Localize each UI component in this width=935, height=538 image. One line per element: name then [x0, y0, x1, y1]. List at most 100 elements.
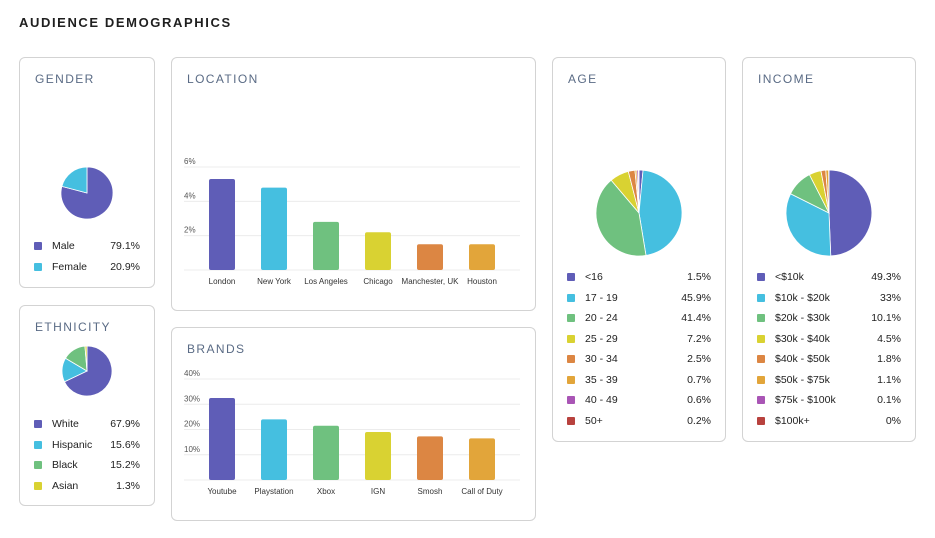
legend-label: 30 - 34: [585, 353, 618, 366]
bar-youtube: [209, 397, 235, 480]
legend-swatch: [34, 262, 42, 271]
ethnicity-legend-item: White 67.9%: [34, 414, 140, 435]
bar-smosh: [417, 436, 443, 480]
legend-label: $20k - $30k: [775, 312, 830, 325]
age-legend-item: 50+ 0.2%: [567, 411, 711, 432]
legend-value: 15.6%: [110, 438, 140, 451]
gender-card: GENDER Male 79.1% Female 20.9%: [19, 57, 155, 288]
x-category-label: Call of Duty: [461, 487, 502, 496]
legend-swatch: [757, 334, 765, 343]
legend-label: White: [52, 418, 79, 431]
age-title: AGE: [568, 72, 598, 86]
legend-swatch: [34, 461, 42, 470]
x-category-label: Smosh: [418, 487, 443, 496]
legend-label: 17 - 19: [585, 291, 618, 304]
brands-bar-chart: 10% 20% 30% 40% Youtube Playstation Xbox IGN Smo…: [184, 369, 520, 496]
legend-label: 50+: [585, 414, 603, 427]
age-legend: <16 1.5% 17 - 19 45.9% 20 - 24 41.4% 25 - 29 7.…: [567, 267, 711, 431]
bar-ign: [365, 432, 391, 480]
legend-swatch: [567, 375, 575, 384]
x-category-label: Houston: [467, 277, 497, 286]
legend-value: 0.6%: [687, 394, 711, 407]
income-legend-item: $10k - $20k 33%: [757, 288, 901, 309]
location-bar-chart: 2% 4% 6% London New York Los Angeles Chicago Ma…: [184, 157, 520, 286]
bar-houston: [469, 244, 495, 270]
legend-swatch: [567, 396, 575, 405]
legend-value: 7.2%: [687, 332, 711, 345]
legend-label: 25 - 29: [585, 332, 618, 345]
age-legend-item: 20 - 24 41.4%: [567, 308, 711, 329]
bar-london: [209, 179, 235, 270]
legend-swatch: [757, 416, 765, 425]
income-legend-item: $50k - $75k 1.1%: [757, 370, 901, 391]
pie-slice-20-24: [595, 179, 647, 257]
legend-value: 2.5%: [687, 353, 711, 366]
age-pie-chart: [595, 169, 683, 257]
income-legend-item: $40k - $50k 1.8%: [757, 349, 901, 370]
legend-swatch: [757, 396, 765, 405]
page-title: AUDIENCE DEMOGRAPHICS: [19, 15, 232, 30]
x-category-label: Manchester, UK: [402, 277, 460, 286]
legend-swatch: [757, 293, 765, 302]
age-legend-item: 35 - 39 0.7%: [567, 370, 711, 391]
legend-swatch: [34, 440, 42, 449]
y-tick-label: 20%: [184, 420, 200, 429]
age-card: AGE <16 1.5% 17 - 19 45.9% 20 - 24 41.4% 25 - …: [552, 57, 726, 442]
age-legend-item: 40 - 49 0.6%: [567, 390, 711, 411]
pie-slice-female: [61, 166, 88, 194]
legend-value: 0%: [885, 414, 901, 427]
brands-card: BRANDS 10% 20% 30% 40% Youtube Playstation Xbo…: [171, 327, 536, 521]
income-legend-item: $30k - $40k 4.5%: [757, 329, 901, 350]
legend-swatch: [757, 355, 765, 364]
bar-manchester-uk: [417, 244, 443, 270]
x-category-label: Chicago: [363, 277, 393, 286]
legend-value: 1.5%: [687, 271, 711, 284]
x-category-label: IGN: [371, 487, 385, 496]
legend-swatch: [757, 314, 765, 323]
legend-swatch: [567, 334, 575, 343]
legend-label: <16: [585, 271, 603, 284]
legend-value: 41.4%: [681, 312, 711, 325]
legend-swatch: [757, 375, 765, 384]
x-category-label: London: [209, 277, 236, 286]
y-tick-label: 30%: [184, 394, 200, 403]
legend-label: 35 - 39: [585, 373, 618, 386]
y-tick-label: 4%: [184, 191, 196, 200]
x-category-label: Xbox: [317, 487, 335, 496]
y-tick-label: 10%: [184, 445, 200, 454]
legend-swatch: [567, 273, 575, 282]
legend-swatch: [34, 420, 42, 429]
legend-value: 1.8%: [877, 353, 901, 366]
legend-swatch: [34, 242, 42, 251]
bar-playstation: [261, 419, 287, 480]
legend-swatch: [567, 314, 575, 323]
income-pie-chart: [785, 169, 873, 257]
legend-value: 10.1%: [871, 312, 901, 325]
legend-value: 0.1%: [877, 394, 901, 407]
bar-new-york: [261, 187, 287, 270]
legend-label: Asian: [52, 479, 79, 492]
bar-los-angeles: [313, 221, 339, 270]
legend-value: 0.2%: [687, 414, 711, 427]
x-category-label: Youtube: [207, 487, 237, 496]
legend-value: 20.9%: [110, 260, 140, 273]
brands-title: BRANDS: [187, 342, 246, 356]
x-category-label: New York: [257, 277, 292, 286]
ethnicity-legend: White 67.9% Hispanic 15.6% Black 15.2% Asian 1.…: [34, 414, 140, 496]
income-legend-item: $100k+ 0%: [757, 411, 901, 432]
legend-value: 15.2%: [110, 459, 140, 472]
legend-label: 20 - 24: [585, 312, 618, 325]
legend-value: 49.3%: [871, 271, 901, 284]
income-legend-item: $75k - $100k 0.1%: [757, 390, 901, 411]
pie-slice-asian: [84, 345, 88, 372]
legend-swatch: [757, 273, 765, 282]
x-category-label: Los Angeles: [304, 277, 348, 286]
legend-label: $50k - $75k: [775, 373, 830, 386]
ethnicity-legend-item: Asian 1.3%: [34, 476, 140, 497]
location-card: LOCATION 2% 4% 6% London New York Los Angeles…: [171, 57, 536, 311]
legend-label: $75k - $100k: [775, 394, 836, 407]
bar-chicago: [365, 232, 391, 270]
y-tick-label: 40%: [184, 369, 200, 378]
y-tick-label: 2%: [184, 226, 196, 235]
income-title: INCOME: [758, 72, 815, 86]
